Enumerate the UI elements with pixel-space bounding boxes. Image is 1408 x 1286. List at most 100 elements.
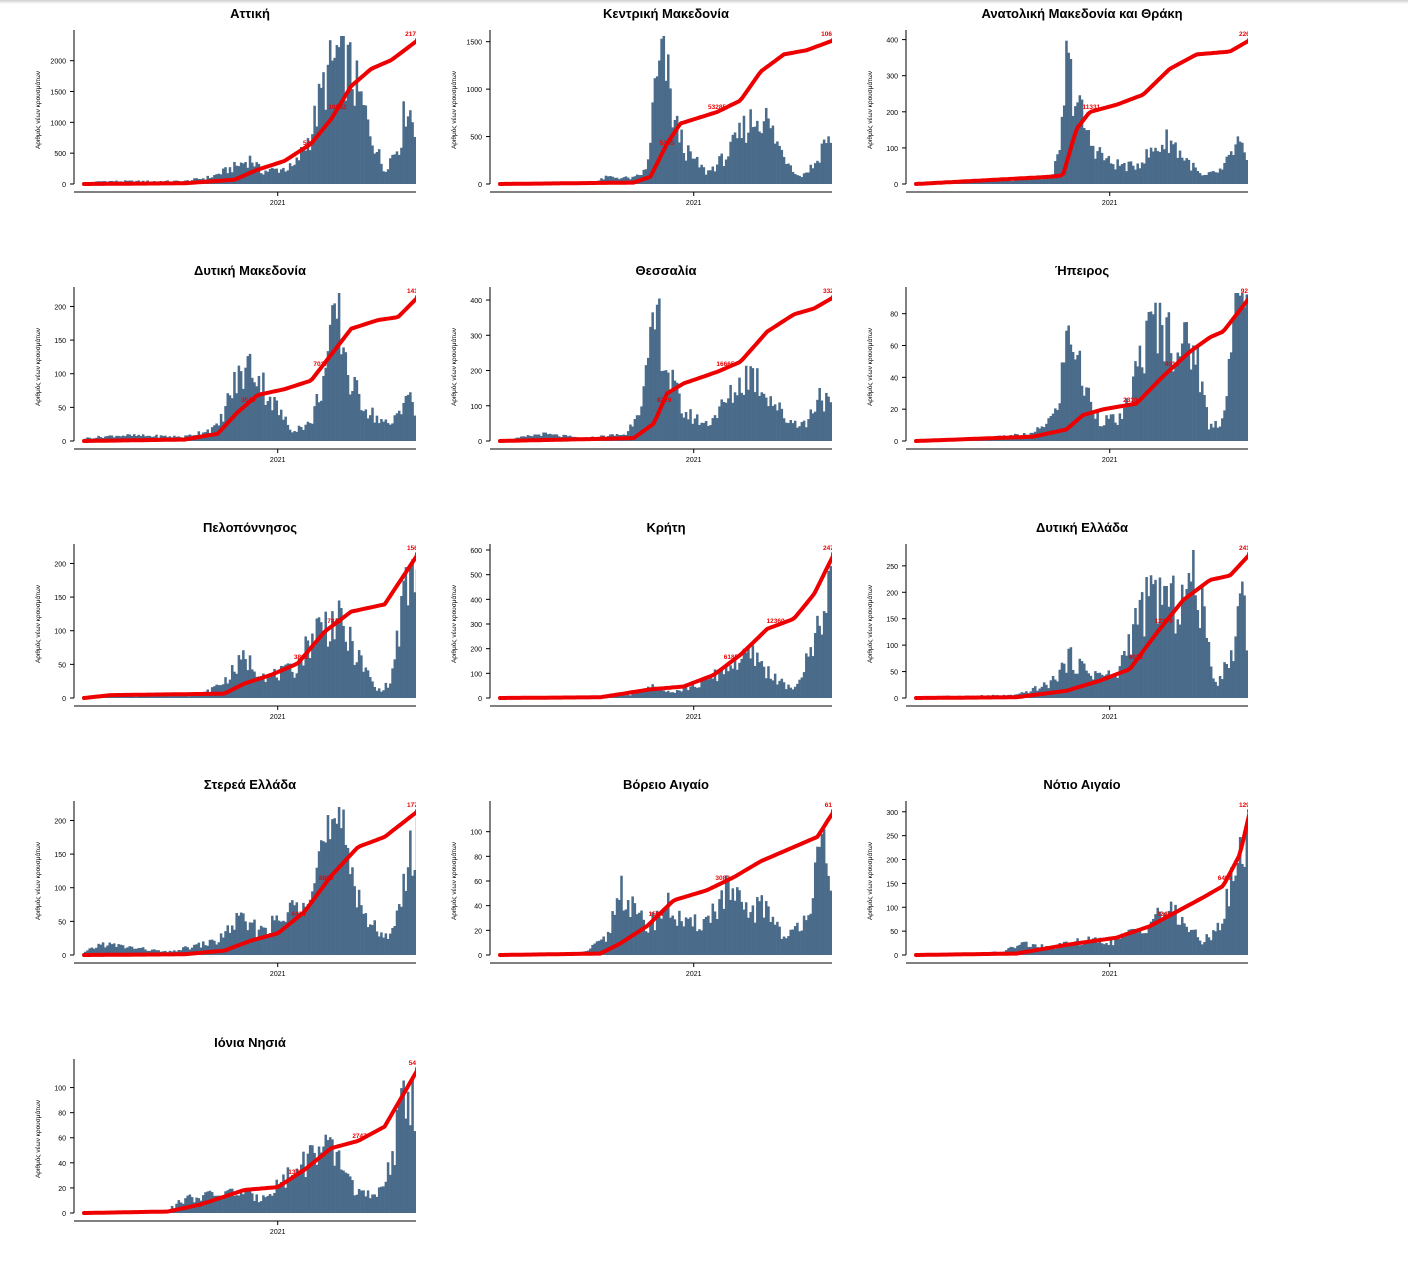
bar [740, 138, 743, 184]
bar [705, 175, 708, 184]
bar [331, 819, 334, 955]
bar [271, 168, 274, 184]
bar [1130, 404, 1133, 441]
y-tick-label: 80 [474, 854, 482, 861]
bar [260, 173, 263, 184]
bar [291, 672, 294, 698]
bar [785, 938, 788, 955]
final-value-label: 5494 [409, 1060, 416, 1067]
y-axis-label: Αριθμός νέων κρουσμάτων [450, 585, 458, 663]
bar [671, 692, 674, 698]
cumulative-line [84, 1069, 416, 1213]
bar [1241, 582, 1244, 698]
bar [740, 659, 743, 698]
bar [1219, 676, 1222, 698]
bar [1241, 293, 1244, 441]
bar [1141, 592, 1144, 698]
bar [307, 422, 310, 441]
bar [289, 163, 292, 184]
bar [324, 110, 327, 184]
bar [798, 426, 801, 441]
bar [1165, 915, 1168, 955]
bar [382, 690, 385, 698]
y-tick-label: 1000 [466, 87, 482, 94]
bar [758, 662, 761, 698]
bar [394, 659, 397, 698]
y-tick-label: 50 [890, 929, 898, 936]
mid-value-label: 8329 [657, 397, 672, 404]
y-tick-label: 0 [478, 953, 482, 960]
bar [738, 890, 741, 955]
bar [371, 408, 374, 441]
bar [322, 841, 325, 955]
bar-series [502, 36, 832, 184]
bar [264, 171, 267, 184]
bar [732, 403, 735, 441]
bar [235, 166, 238, 184]
bar [745, 143, 748, 184]
bar [1188, 573, 1191, 698]
bar [1230, 650, 1233, 698]
bar [749, 109, 752, 184]
bar [716, 418, 719, 441]
bar [1228, 906, 1231, 955]
bar [696, 688, 699, 698]
bar [669, 918, 672, 955]
bar [716, 681, 719, 698]
bar [1243, 595, 1246, 698]
bar [752, 645, 755, 698]
bar [676, 383, 679, 441]
y-tick-label: 50 [58, 919, 66, 926]
bar [338, 600, 341, 698]
bar [1172, 913, 1175, 955]
bar [289, 430, 292, 441]
bar [618, 900, 621, 955]
bar [781, 150, 784, 184]
bar [327, 815, 330, 955]
bar [345, 642, 348, 698]
bar [767, 666, 770, 698]
bar [794, 926, 797, 955]
bar [1072, 352, 1075, 441]
bar [233, 1196, 236, 1213]
bar [707, 679, 710, 698]
bar [260, 926, 263, 955]
bar [338, 807, 341, 955]
bar [1241, 864, 1244, 955]
bar [705, 421, 708, 441]
bar [1159, 303, 1162, 441]
bar [783, 936, 786, 955]
bar [698, 929, 701, 955]
bar [269, 169, 272, 184]
bar [769, 922, 772, 955]
bar [756, 653, 759, 698]
bar [1027, 179, 1030, 184]
bar [1205, 934, 1208, 955]
bar [703, 919, 706, 955]
bar [400, 1088, 403, 1213]
y-axis-label: Αριθμός νέων κρουσμάτων [34, 585, 42, 663]
bar [186, 1196, 189, 1213]
bar [667, 373, 670, 441]
bar [336, 1152, 339, 1213]
bar [754, 923, 757, 955]
bar [1174, 634, 1177, 699]
y-tick-label: 200 [886, 590, 898, 597]
bar [169, 696, 172, 698]
bar [233, 930, 236, 955]
bar [351, 641, 354, 698]
bar [765, 398, 768, 441]
bar-series [502, 566, 832, 698]
bar [792, 172, 795, 184]
bar [284, 172, 287, 184]
bar [351, 867, 354, 955]
bar [685, 412, 688, 441]
bar [373, 154, 376, 184]
bar [1161, 145, 1164, 184]
bar [792, 689, 795, 698]
bar [1076, 355, 1079, 441]
bar [1132, 376, 1135, 441]
